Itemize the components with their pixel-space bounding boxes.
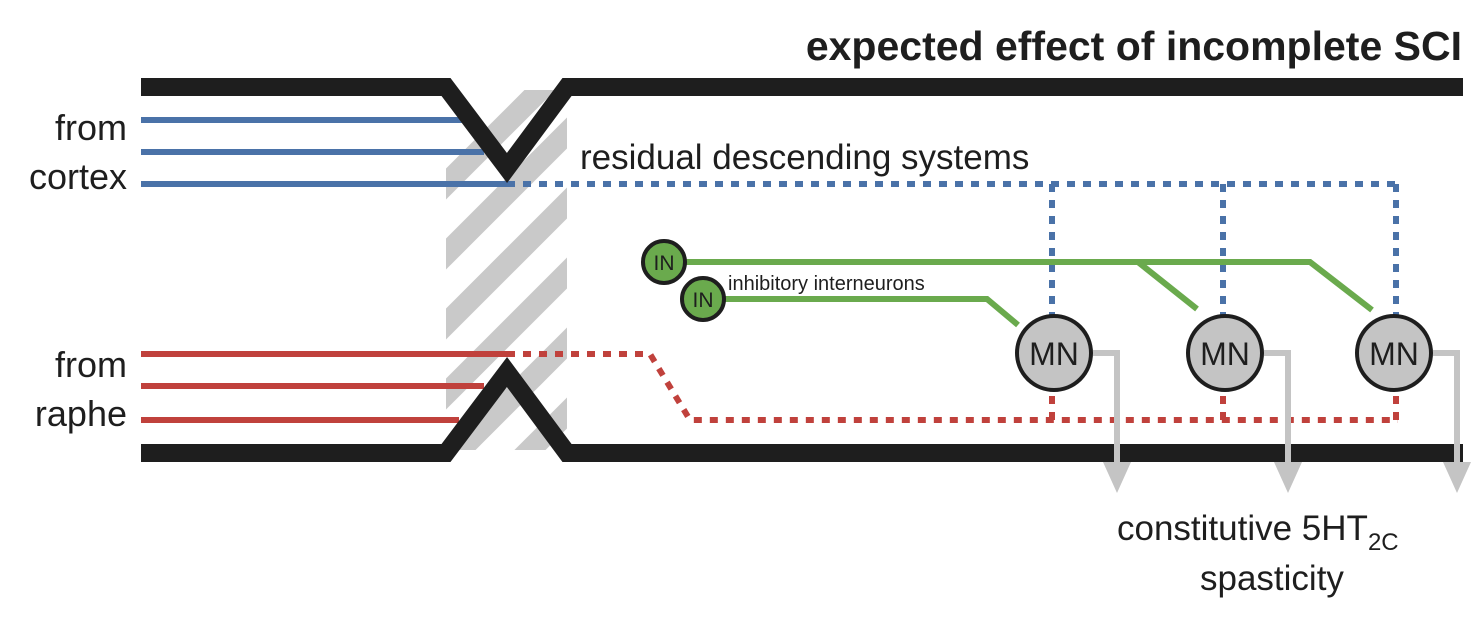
raphe-label-line1: from <box>55 344 127 385</box>
cord-ventral-boundary <box>141 356 1463 462</box>
output-arrow-3 <box>1443 462 1471 493</box>
outcome-subscript: 2C <box>1368 529 1399 556</box>
interneuron-label: IN <box>693 289 714 312</box>
lesion-hatch <box>446 90 567 450</box>
output-arrow-1 <box>1103 462 1131 493</box>
raphe-axons <box>141 351 507 423</box>
cortex-label-line2: cortex <box>29 156 127 197</box>
interneurons-label: inhibitory interneurons <box>728 273 925 295</box>
diagram-title: expected effect of incomplete SCI <box>806 23 1462 69</box>
motoneuron-1: MN <box>1015 314 1093 392</box>
interneuron-label: IN <box>654 252 675 275</box>
interneuron-2: IN <box>680 276 726 322</box>
interneuron-projections <box>683 259 1374 328</box>
raphe-residual-paths <box>507 351 1399 423</box>
residual-systems-label: residual descending systems <box>580 138 1029 177</box>
outcome-label-line2: spasticity <box>1200 559 1344 598</box>
outcome-main: constitutive 5HT <box>1117 509 1368 548</box>
raphe-label-line2: raphe <box>35 393 127 434</box>
outcome-label: constitutive 5HT2C <box>1117 509 1399 556</box>
motoneuron-outputs <box>1093 350 1460 467</box>
motoneuron-3: MN <box>1355 314 1433 392</box>
output-arrowheads <box>1103 462 1471 493</box>
cortex-label-line1: from <box>55 107 127 148</box>
motoneuron-label: MN <box>1029 336 1079 372</box>
motoneuron-2: MN <box>1186 314 1264 392</box>
motoneuron-label: MN <box>1369 336 1419 372</box>
interneuron-1: IN <box>641 239 687 285</box>
cortex-residual-paths <box>507 181 1399 316</box>
cord-dorsal-boundary <box>141 78 1463 184</box>
output-arrow-2 <box>1274 462 1302 493</box>
cortex-axons <box>141 117 507 187</box>
motoneuron-label: MN <box>1200 336 1250 372</box>
